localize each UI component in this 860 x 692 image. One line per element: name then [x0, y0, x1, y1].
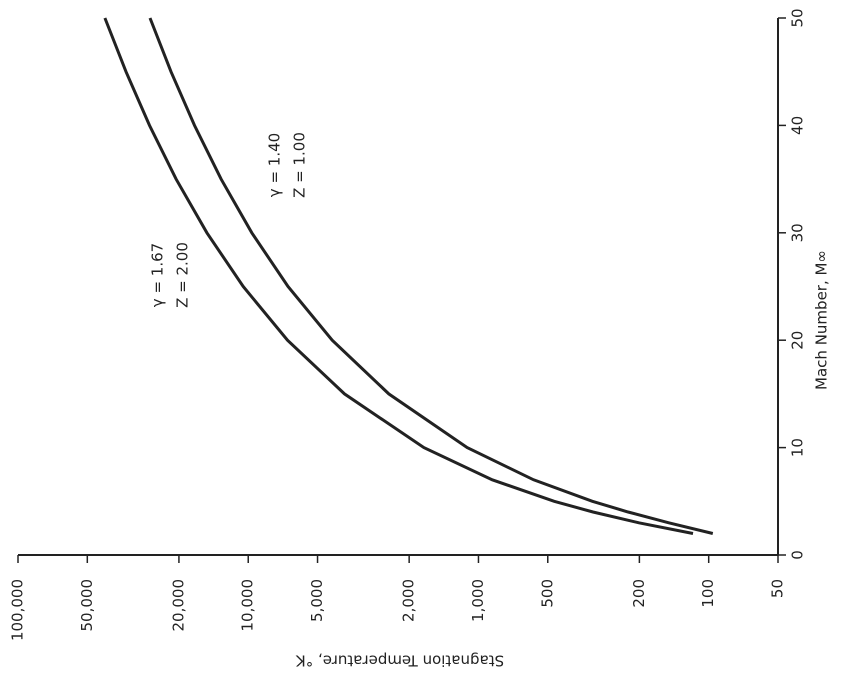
x-tick-label: 10: [789, 438, 807, 457]
x-tick-label: 30: [789, 223, 807, 242]
y-tick-label: 20,000: [169, 579, 187, 632]
y-tick-label: 100,000: [9, 579, 27, 641]
annotation: γ = 1.67: [149, 243, 167, 307]
y-tick-label: 500: [538, 579, 556, 608]
y-tick-label: 2,000: [400, 579, 418, 622]
x-axis-label: Mach Number, M∞: [813, 250, 831, 390]
y-tick-label: 1,000: [469, 579, 487, 622]
y-tick-label: 100: [699, 579, 717, 608]
x-tick-label: 40: [789, 116, 807, 135]
x-tick-label: 0: [789, 550, 807, 560]
annotation: γ = 1.40: [266, 133, 284, 197]
y-tick-label: 5,000: [308, 579, 326, 622]
annotation: Z = 2.00: [174, 242, 192, 308]
curve: [148, 17, 714, 535]
x-tick-label: 50: [789, 8, 807, 27]
y-axis-label: Stagnation Temperature, °K: [295, 652, 504, 670]
rotated-plot: Stagnation Temperature, °K Mach Number, …: [9, 8, 831, 669]
annotation: Z = 1.00: [291, 132, 309, 198]
x-tick-label: 20: [789, 331, 807, 350]
y-tick-label: 50: [769, 579, 787, 598]
curve: [103, 17, 694, 535]
y-tick-label: 200: [630, 579, 648, 608]
y-tick-label: 10,000: [239, 579, 257, 632]
y-tick-label: 50,000: [78, 579, 96, 632]
